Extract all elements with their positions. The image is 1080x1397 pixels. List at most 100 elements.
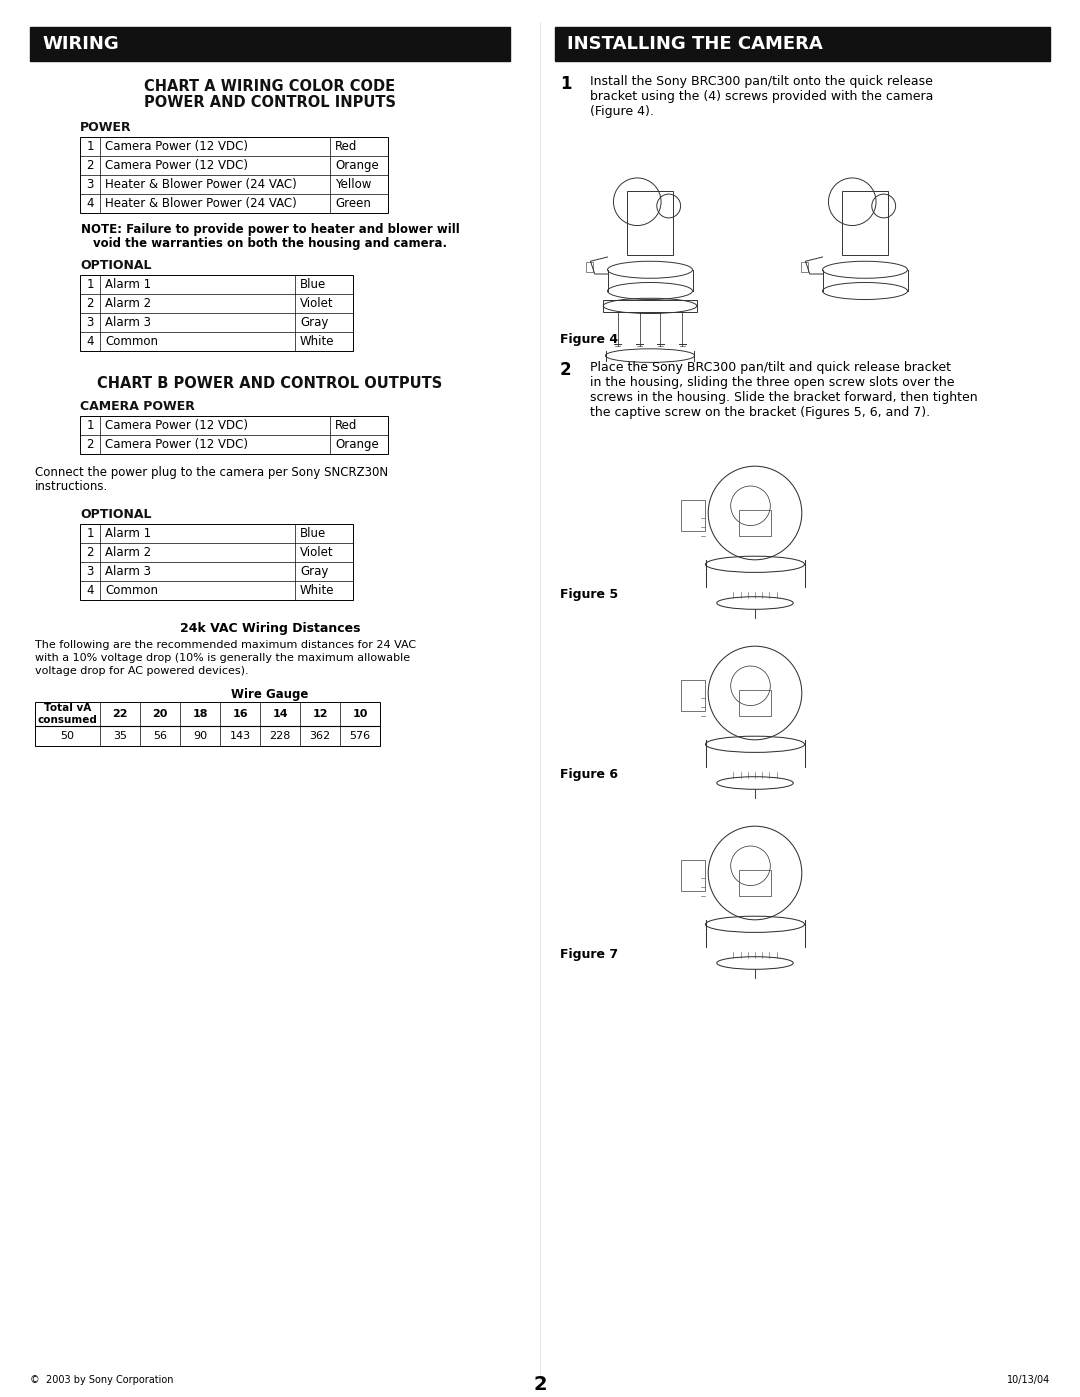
Text: 4: 4	[86, 335, 94, 348]
Text: WIRING: WIRING	[42, 35, 119, 53]
Bar	[739, 870, 771, 895]
Text: Figure 6: Figure 6	[561, 768, 618, 781]
Bar	[681, 679, 704, 711]
Text: 24k VAC Wiring Distances: 24k VAC Wiring Distances	[179, 622, 361, 636]
Text: White: White	[300, 335, 335, 348]
Bar	[30, 27, 510, 61]
Text: (Figure 4).: (Figure 4).	[590, 105, 653, 117]
Bar	[586, 263, 593, 272]
Text: 10: 10	[352, 710, 367, 719]
Text: Common: Common	[105, 335, 158, 348]
Bar	[80, 275, 353, 351]
Text: POWER: POWER	[80, 122, 132, 134]
Text: 22: 22	[112, 710, 127, 719]
Text: 18: 18	[192, 710, 207, 719]
Text: 1: 1	[86, 278, 94, 291]
Text: Alarm 2: Alarm 2	[105, 546, 151, 559]
Text: 3: 3	[86, 177, 94, 191]
Text: 228: 228	[269, 731, 291, 740]
Bar	[80, 524, 353, 599]
Text: Gray: Gray	[300, 564, 328, 578]
Text: Total vA
consumed: Total vA consumed	[38, 703, 97, 725]
Text: 4: 4	[86, 197, 94, 210]
Text: 2: 2	[86, 159, 94, 172]
Text: 56: 56	[153, 731, 167, 740]
Text: Orange: Orange	[335, 439, 379, 451]
Bar	[681, 859, 704, 891]
Text: Violet: Violet	[300, 298, 334, 310]
Text: Blue: Blue	[300, 278, 326, 291]
Text: voltage drop for AC powered devices).: voltage drop for AC powered devices).	[35, 666, 248, 676]
Text: Alarm 3: Alarm 3	[105, 316, 151, 330]
Text: Gray: Gray	[300, 316, 328, 330]
Text: Common: Common	[105, 584, 158, 597]
Text: Yellow: Yellow	[335, 177, 372, 191]
Text: Heater & Blower Power (24 VAC): Heater & Blower Power (24 VAC)	[105, 197, 297, 210]
Text: Install the Sony BRC300 pan/tilt onto the quick release: Install the Sony BRC300 pan/tilt onto th…	[590, 75, 933, 88]
Text: Violet: Violet	[300, 546, 334, 559]
Text: with a 10% voltage drop (10% is generally the maximum allowable: with a 10% voltage drop (10% is generall…	[35, 652, 410, 664]
Text: Orange: Orange	[335, 159, 379, 172]
Text: 1: 1	[86, 527, 94, 541]
Text: 20: 20	[152, 710, 167, 719]
Text: 2: 2	[86, 298, 94, 310]
Text: White: White	[300, 584, 335, 597]
Bar	[555, 27, 1050, 61]
Text: Figure 4: Figure 4	[561, 332, 618, 346]
Text: ©  2003 by Sony Corporation: © 2003 by Sony Corporation	[30, 1375, 174, 1384]
Text: Red: Red	[335, 140, 357, 154]
Text: 1: 1	[561, 75, 571, 94]
Bar	[35, 703, 380, 746]
Text: Connect the power plug to the camera per Sony SNCRZ30N: Connect the power plug to the camera per…	[35, 467, 388, 479]
Text: Place the Sony BRC300 pan/tilt and quick release bracket: Place the Sony BRC300 pan/tilt and quick…	[590, 360, 951, 374]
Text: in the housing, sliding the three open screw slots over the: in the housing, sliding the three open s…	[590, 376, 955, 388]
Text: 2: 2	[561, 360, 571, 379]
Text: The following are the recommended maximum distances for 24 VAC: The following are the recommended maximu…	[35, 640, 416, 650]
Text: 143: 143	[229, 731, 251, 740]
Text: Green: Green	[335, 197, 370, 210]
Text: 4: 4	[86, 584, 94, 597]
Text: 16: 16	[232, 710, 247, 719]
Text: Camera Power (12 VDC): Camera Power (12 VDC)	[105, 140, 248, 154]
Text: CAMERA POWER: CAMERA POWER	[80, 400, 194, 414]
Text: POWER AND CONTROL INPUTS: POWER AND CONTROL INPUTS	[144, 95, 396, 110]
Text: Camera Power (12 VDC): Camera Power (12 VDC)	[105, 159, 248, 172]
Text: instructions.: instructions.	[35, 481, 108, 493]
Text: 2: 2	[86, 439, 94, 451]
Text: Camera Power (12 VDC): Camera Power (12 VDC)	[105, 439, 248, 451]
Text: 362: 362	[310, 731, 330, 740]
Text: 1: 1	[86, 140, 94, 154]
Text: Alarm 3: Alarm 3	[105, 564, 151, 578]
Text: OPTIONAL: OPTIONAL	[80, 258, 151, 272]
Bar	[626, 191, 673, 254]
Text: bracket using the (4) screws provided with the camera: bracket using the (4) screws provided wi…	[590, 89, 933, 103]
Text: the captive screw on the bracket (Figures 5, 6, and 7).: the captive screw on the bracket (Figure…	[590, 407, 930, 419]
Text: CHART A WIRING COLOR CODE: CHART A WIRING COLOR CODE	[145, 80, 395, 94]
Text: Alarm 1: Alarm 1	[105, 278, 151, 291]
Text: CHART B POWER AND CONTROL OUTPUTS: CHART B POWER AND CONTROL OUTPUTS	[97, 376, 443, 391]
Text: Camera Power (12 VDC): Camera Power (12 VDC)	[105, 419, 248, 432]
Text: 12: 12	[312, 710, 327, 719]
Text: 2: 2	[534, 1375, 546, 1394]
Bar	[841, 191, 889, 254]
Text: NOTE: Failure to provide power to heater and blower will: NOTE: Failure to provide power to heater…	[81, 224, 459, 236]
Text: 3: 3	[86, 564, 94, 578]
Text: Red: Red	[335, 419, 357, 432]
Bar	[80, 416, 388, 454]
Text: 90: 90	[193, 731, 207, 740]
Bar	[801, 263, 808, 272]
Text: 576: 576	[350, 731, 370, 740]
Text: 35: 35	[113, 731, 127, 740]
Text: Blue: Blue	[300, 527, 326, 541]
Text: Wire Gauge: Wire Gauge	[231, 687, 309, 701]
Text: 3: 3	[86, 316, 94, 330]
Text: Alarm 1: Alarm 1	[105, 527, 151, 541]
Text: 14: 14	[272, 710, 287, 719]
Text: 10/13/04: 10/13/04	[1007, 1375, 1050, 1384]
Text: OPTIONAL: OPTIONAL	[80, 509, 151, 521]
Text: screws in the housing. Slide the bracket forward, then tighten: screws in the housing. Slide the bracket…	[590, 391, 977, 404]
Text: 50: 50	[60, 731, 75, 740]
Text: Heater & Blower Power (24 VAC): Heater & Blower Power (24 VAC)	[105, 177, 297, 191]
Bar	[80, 137, 388, 212]
Text: 1: 1	[86, 419, 94, 432]
